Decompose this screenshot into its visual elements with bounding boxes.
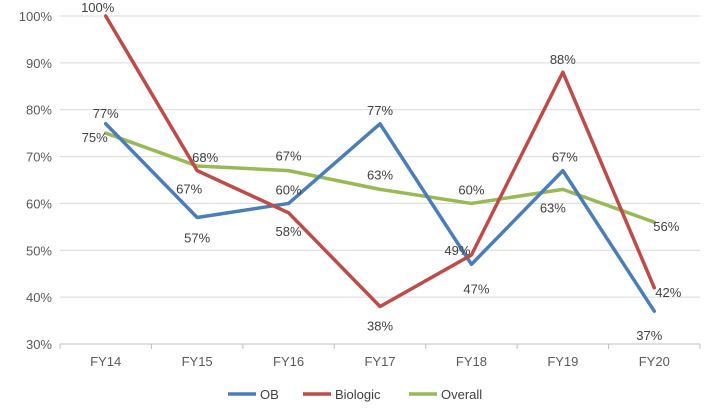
data-label-biologic-fy16: 58%: [276, 224, 302, 239]
x-tick-label-fy19: FY19: [547, 354, 578, 369]
y-tick-label-30: 30%: [26, 337, 52, 352]
y-tick-label-90: 90%: [26, 56, 52, 71]
data-label-ob-fy20: 37%: [636, 328, 662, 343]
x-tick-label-fy20: FY20: [639, 354, 670, 369]
data-label-biologic-fy19: 88%: [550, 52, 576, 67]
x-tick-label-fy15: FY15: [182, 354, 213, 369]
y-tick-label-50: 50%: [26, 243, 52, 258]
data-label-biologic-fy17: 38%: [367, 319, 393, 334]
data-label-overall-fy17: 63%: [367, 167, 393, 182]
y-tick-label-40: 40%: [26, 290, 52, 305]
data-label-biologic-fy14: 100%: [81, 0, 115, 15]
data-label-ob-fy19: 67%: [552, 150, 578, 165]
y-tick-label-80: 80%: [26, 103, 52, 118]
data-label-biologic-fy20: 42%: [655, 285, 681, 300]
data-label-biologic-fy18: 49%: [444, 243, 470, 258]
data-label-overall-fy18: 60%: [458, 182, 484, 197]
data-label-overall-fy15: 68%: [192, 150, 218, 165]
data-label-overall-fy14: 75%: [82, 130, 108, 145]
gridlines: [60, 15, 700, 298]
data-label-overall-fy20: 56%: [653, 219, 679, 234]
y-tick-label-60: 60%: [26, 196, 52, 211]
series-lines: [103, 14, 657, 313]
x-tick-label-fy14: FY14: [90, 354, 121, 369]
legend-label-overall: Overall: [441, 387, 482, 402]
x-axis: FY14 FY15 FY16 FY17 FY18 FY19 FY20: [59, 343, 701, 369]
data-label-ob-fy15: 57%: [184, 230, 210, 245]
x-tick-label-fy16: FY16: [273, 354, 304, 369]
series-line-ob: [103, 122, 657, 313]
data-label-overall-fy19: 63%: [540, 200, 566, 215]
legend-label-ob: OB: [260, 387, 279, 402]
data-label-ob-fy14: 77%: [93, 106, 119, 121]
data-label-ob-fy17: 77%: [367, 103, 393, 118]
x-tick-label-fy17: FY17: [364, 354, 395, 369]
data-labels: 77% 57% 60% 77% 47% 67% 37% 100% 67% 58% 38% 49% 88%…: [81, 0, 682, 343]
data-label-overall-fy16: 67%: [276, 149, 302, 164]
series-line-biologic: [103, 14, 657, 309]
y-tick-label-70: 70%: [26, 150, 52, 165]
series-line-overall: [103, 131, 657, 224]
data-label-ob-fy16: 60%: [276, 182, 302, 197]
y-axis: 30% 40% 50% 60% 70% 80% 90% 100%: [19, 9, 53, 352]
legend-label-biologic: Biologic: [335, 387, 381, 402]
x-tick-label-fy18: FY18: [456, 354, 487, 369]
legend: OB Biologic Overall: [228, 387, 482, 402]
y-tick-label-100: 100%: [19, 9, 53, 24]
data-label-biologic-fy15: 67%: [176, 182, 202, 197]
data-label-ob-fy18: 47%: [463, 281, 489, 296]
